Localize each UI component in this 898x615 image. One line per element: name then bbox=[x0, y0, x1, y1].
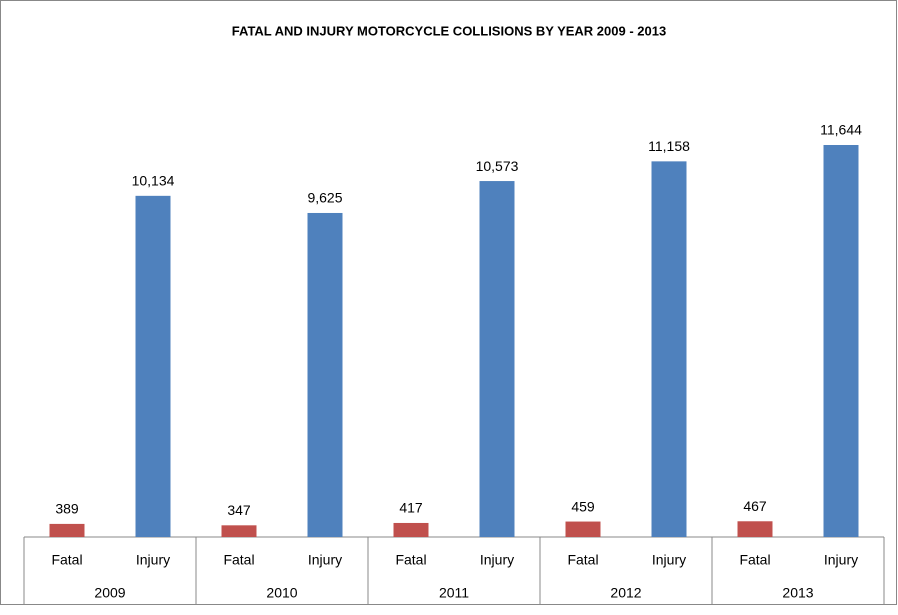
x-group-label: 2011 bbox=[439, 585, 469, 601]
bar bbox=[393, 522, 429, 537]
data-label: 9,625 bbox=[307, 190, 342, 206]
chart-title: FATAL AND INJURY MOTORCYCLE COLLISIONS B… bbox=[232, 23, 666, 38]
bar bbox=[479, 181, 515, 537]
x-tick-label: Fatal bbox=[51, 552, 82, 568]
x-tick-label: Fatal bbox=[223, 552, 254, 568]
bar bbox=[221, 525, 257, 537]
x-tick-label: Injury bbox=[824, 552, 858, 568]
x-tick-label: Injury bbox=[480, 552, 514, 568]
bar bbox=[307, 212, 343, 537]
bar bbox=[823, 145, 859, 537]
data-label: 389 bbox=[55, 501, 79, 517]
data-label: 417 bbox=[399, 500, 423, 516]
x-tick-label: Fatal bbox=[567, 552, 598, 568]
x-group-label: 2013 bbox=[782, 585, 813, 601]
x-group-label: 2009 bbox=[94, 585, 125, 601]
bar bbox=[565, 521, 601, 537]
data-label: 11,644 bbox=[820, 122, 862, 138]
data-label: 11,158 bbox=[648, 138, 690, 154]
bar bbox=[651, 161, 687, 537]
x-tick-label: Fatal bbox=[395, 552, 426, 568]
data-label: 459 bbox=[571, 498, 595, 514]
bar bbox=[737, 521, 773, 537]
x-tick-label: Injury bbox=[652, 552, 686, 568]
x-tick-label: Injury bbox=[308, 552, 342, 568]
bar bbox=[135, 195, 171, 537]
data-label: 10,134 bbox=[132, 173, 175, 189]
x-tick-label: Fatal bbox=[739, 552, 770, 568]
x-group-label: 2010 bbox=[266, 585, 297, 601]
data-label: 467 bbox=[743, 498, 767, 514]
data-label: 10,573 bbox=[476, 158, 519, 174]
bar bbox=[49, 523, 85, 537]
data-label: 347 bbox=[227, 502, 251, 518]
x-group-label: 2012 bbox=[610, 585, 641, 601]
x-tick-label: Injury bbox=[136, 552, 170, 568]
